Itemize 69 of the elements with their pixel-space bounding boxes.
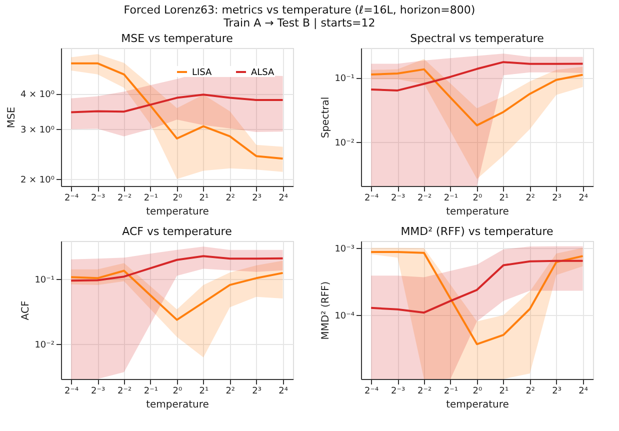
text: Train A → Test B | starts=12: [222, 16, 376, 30]
x-tick-label: 2³: [552, 386, 562, 396]
x-tick-label: 2⁴: [278, 386, 288, 396]
y-tick-label: 10⁻³: [334, 244, 355, 255]
x-tick-label: 2¹: [499, 194, 509, 204]
x-tick-label: 2⁻²: [117, 194, 132, 204]
line-series: [370, 250, 584, 346]
x-tick-label: 2⁻³: [390, 386, 406, 396]
y-axis-title: MMD² (RFF): [320, 281, 332, 340]
y-tick-label: 4 × 10⁰: [20, 90, 55, 100]
x-tick-label: 2²: [526, 194, 536, 204]
y-tick-label: 2 × 10⁰: [20, 176, 55, 186]
chart-title: MMD² (RFF) vs temperature: [400, 225, 554, 238]
x-tick-label: 2⁻⁴: [64, 386, 80, 396]
x-tick-label: 2⁴: [578, 194, 588, 204]
x-tick-label: 2⁻³: [90, 194, 106, 204]
line-series: [70, 255, 284, 282]
y-axis-title: MSE: [6, 106, 18, 128]
text: Forced Lorenz63: metrics vs temperature (ℓ=16L, horizon=800): [124, 4, 476, 16]
line-series: [370, 68, 584, 126]
x-tick-label: 2⁻²: [417, 194, 432, 204]
y-tick-label: 3 × 10⁰: [20, 126, 55, 136]
x-axis-title: temperature: [146, 206, 209, 218]
line-series: [370, 260, 584, 314]
legend-label: ALSA: [251, 68, 276, 78]
line-series: [370, 61, 584, 92]
line-series: [70, 270, 284, 321]
x-tick-label: 2⁻³: [390, 194, 406, 204]
chart-title: ACF vs temperature: [122, 225, 232, 238]
x-tick-label: 2⁴: [578, 386, 588, 396]
x-tick-label: 2⁰: [472, 386, 482, 396]
x-tick-label: 2⁻⁴: [364, 194, 380, 204]
x-tick-label: 2⁻¹: [444, 386, 458, 396]
legend-label: LISA: [192, 68, 213, 78]
x-tick-label: 2⁻²: [417, 386, 432, 396]
y-axis-title: Spectral: [320, 96, 332, 138]
x-tick-label: 2²: [226, 194, 236, 204]
y-tick-label: 10⁻⁴: [334, 312, 355, 322]
x-tick-label: 2²: [526, 386, 536, 396]
x-axis-title: temperature: [446, 206, 509, 218]
x-tick-label: 2⁰: [172, 386, 182, 396]
y-tick-label: 10⁻¹: [334, 74, 355, 84]
x-tick-label: 2⁻⁴: [64, 194, 80, 204]
y-tick-label: 10⁻¹: [34, 276, 55, 286]
y-axis-title: ACF: [20, 300, 32, 320]
x-tick-label: 2⁻¹: [144, 386, 158, 396]
x-tick-label: 2³: [252, 194, 262, 204]
x-tick-label: 2⁰: [472, 194, 482, 204]
x-axis-title: temperature: [146, 400, 209, 410]
y-tick-label: 10⁻²: [334, 138, 355, 148]
line-series: [70, 94, 284, 114]
x-tick-label: 2⁻³: [90, 386, 106, 396]
x-tick-label: 2⁻¹: [144, 194, 158, 204]
x-tick-label: 2⁰: [172, 194, 182, 204]
x-tick-label: 2¹: [199, 194, 209, 204]
x-tick-label: 2³: [252, 386, 262, 396]
x-tick-label: 2¹: [199, 386, 209, 396]
x-tick-label: 2⁻⁴: [364, 386, 380, 396]
x-tick-label: 2¹: [499, 386, 509, 396]
x-axis-title: temperature: [446, 400, 509, 410]
line-series: [70, 62, 284, 160]
y-tick-label: 10⁻²: [34, 340, 55, 350]
chart-title: Spectral vs temperature: [410, 32, 544, 45]
x-tick-label: 2⁴: [278, 194, 288, 204]
x-tick-label: 2²: [226, 386, 236, 396]
chart-title: MSE vs temperature: [121, 32, 234, 45]
x-tick-label: 2³: [552, 194, 562, 204]
x-tick-label: 2⁻²: [117, 386, 132, 396]
x-tick-label: 2⁻¹: [444, 194, 458, 204]
